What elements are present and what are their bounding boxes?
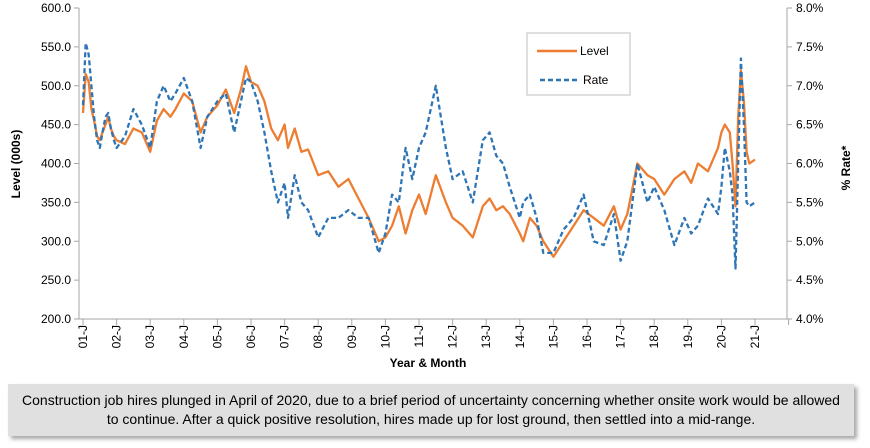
y-right-tick-label: 6.0%: [796, 157, 824, 171]
x-tick-label: 03-J: [143, 325, 157, 348]
y-left-tick-label: 500.0: [41, 79, 71, 93]
x-tick-label: 09-J: [345, 325, 359, 348]
x-tick-label: 02-J: [110, 325, 124, 348]
series-level-line: [81, 65, 756, 258]
x-tick-label: 21-J: [748, 325, 762, 348]
x-tick-label: 17-J: [614, 325, 628, 348]
y-right-tick-label: 6.5%: [796, 118, 824, 132]
y-right-tick-label: 4.5%: [796, 273, 824, 287]
x-tick-label: 01-J: [76, 325, 90, 348]
x-tick-label: 07-J: [278, 325, 292, 348]
x-tick-label: 04-J: [177, 325, 191, 348]
caption-box: Construction job hires plunged in April …: [8, 384, 854, 436]
y-axis-left-title: Level (000s): [9, 130, 23, 199]
x-tick-label: 16-J: [580, 325, 594, 348]
x-tick-label: 14-J: [513, 325, 527, 348]
x-tick-label: 08-J: [311, 325, 325, 348]
series-layer: [81, 41, 756, 270]
y-right-tick-label: 7.5%: [796, 40, 824, 54]
x-tick-label: 06-J: [244, 325, 258, 348]
y-left-tick-label: 300.0: [41, 234, 71, 248]
x-tick-label: 13-J: [479, 325, 493, 348]
y-right-tick-label: 5.5%: [796, 195, 824, 209]
x-axis-title: Year & Month: [390, 356, 467, 370]
legend-box: [526, 32, 631, 96]
x-tick-label: 19-J: [681, 325, 695, 348]
x-tick-label: 12-J: [446, 325, 460, 348]
x-tick-label: 15-J: [546, 325, 560, 348]
y-left-tick-label: 600.0: [41, 1, 71, 15]
x-tick-label: 18-J: [647, 325, 661, 348]
axes: 200.0 250.0 300.0 350.0 400.0 450.0 500.0 550.0…: [41, 1, 824, 348]
x-tick-label: 20-J: [714, 325, 728, 348]
y-right-tick-label: 7.0%: [796, 79, 824, 93]
legend-rate-label: Rate: [583, 73, 609, 87]
y-right-tick-label: 5.0%: [796, 234, 824, 248]
legend-level-label: Level: [580, 44, 609, 58]
y-left-tick-label: 450.0: [41, 118, 71, 132]
series-rate-line: [81, 41, 756, 270]
y-left-tick-label: 350.0: [41, 195, 71, 209]
y-left-tick-label: 250.0: [41, 273, 71, 287]
x-tick-label: 05-J: [210, 325, 224, 348]
y-right-tick-label: 4.0%: [796, 312, 824, 326]
plot-area: [79, 8, 787, 319]
x-tick-label: 11-J: [412, 325, 426, 347]
y-left-tick-label: 200.0: [41, 312, 71, 326]
legend: Level Rate: [526, 32, 631, 96]
caption-text: Construction job hires plunged in April …: [22, 392, 840, 427]
y-right-tick-label: 8.0%: [796, 1, 824, 15]
x-tick-label: 10-J: [378, 325, 392, 348]
y-axis-right-title: % Rate*: [839, 145, 853, 190]
y-left-tick-label: 400.0: [41, 157, 71, 171]
y-left-tick-label: 550.0: [41, 40, 71, 54]
